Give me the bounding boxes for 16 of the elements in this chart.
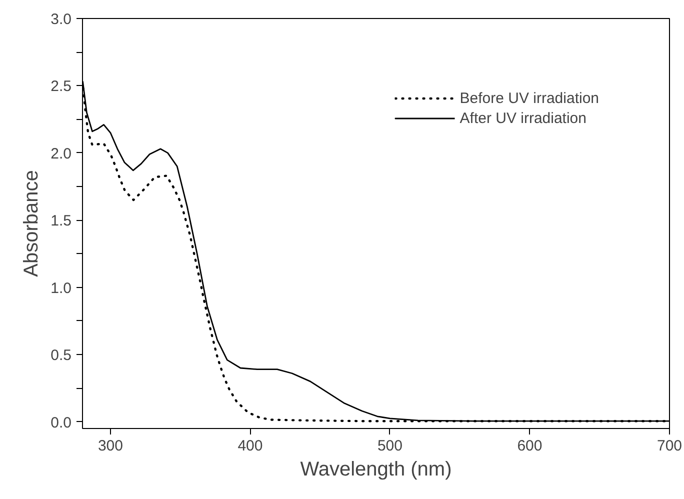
x-tick-label: 700 [656,438,682,454]
y-tick-label: 3.0 [50,11,72,28]
x-axis-title: Wavelength (nm) [300,458,452,480]
legend-label: Before UV irradiation [460,90,599,106]
x-tick-label: 300 [98,438,123,454]
x-tick-label: 500 [377,438,402,454]
legend-label: After UV irradiation [460,110,586,126]
y-tick-label: 2.5 [50,78,72,96]
y-tick-label: 1.0 [50,280,72,297]
y-tick-label: 0.0 [50,414,72,432]
y-tick-label: 0.5 [50,347,72,364]
y-axis-title: Absorbance [20,170,43,277]
x-tick-label: 600 [517,438,542,454]
y-tick-label: 2.0 [50,145,72,162]
y-tick-label: 1.5 [50,212,72,230]
x-tick-label: 400 [238,438,263,454]
